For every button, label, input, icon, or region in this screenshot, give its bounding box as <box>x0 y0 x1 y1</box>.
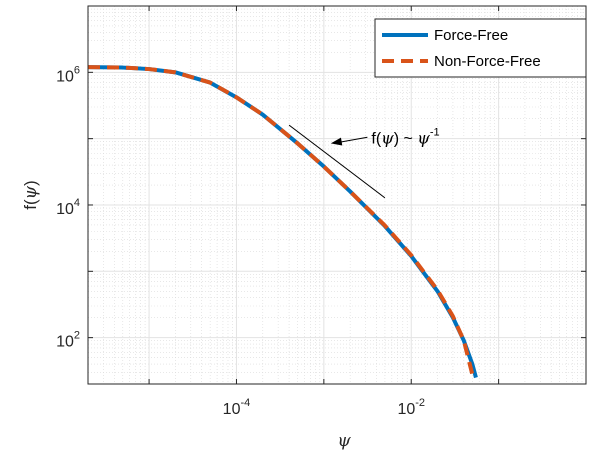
series-line-non-force-free <box>88 65 475 375</box>
plot-border <box>87 5 587 385</box>
x-tick-label: 10-2 <box>397 397 425 418</box>
series-layer <box>88 65 478 379</box>
legend: Force-Free Non-Force-Free <box>374 18 587 78</box>
y-tick-label: 106 <box>56 64 80 85</box>
x-axis-label: ψ <box>337 431 351 451</box>
annotation: f(ψ) ~ ψ-1 <box>330 126 440 147</box>
tick-marks <box>88 6 586 384</box>
reference-line-layer <box>288 124 386 199</box>
y-tick-label: 104 <box>56 197 80 218</box>
annotation-arrow <box>338 136 368 143</box>
reference-slope-line <box>288 124 386 199</box>
legend-label-force-free: Force-Free <box>434 27 508 44</box>
annotation-text: f(ψ) ~ ψ-1 <box>371 126 439 147</box>
x-tick-label: 10-4 <box>223 397 251 418</box>
y-tick-label: 102 <box>56 330 80 351</box>
legend-label-non-force-free: Non-Force-Free <box>434 53 541 70</box>
tick-labels: 10-4 10-2 102 104 106 <box>56 64 425 418</box>
legend-box <box>374 18 587 78</box>
y-axis-label: f(ψ) <box>21 180 41 209</box>
annotation-arrowhead <box>330 137 343 146</box>
